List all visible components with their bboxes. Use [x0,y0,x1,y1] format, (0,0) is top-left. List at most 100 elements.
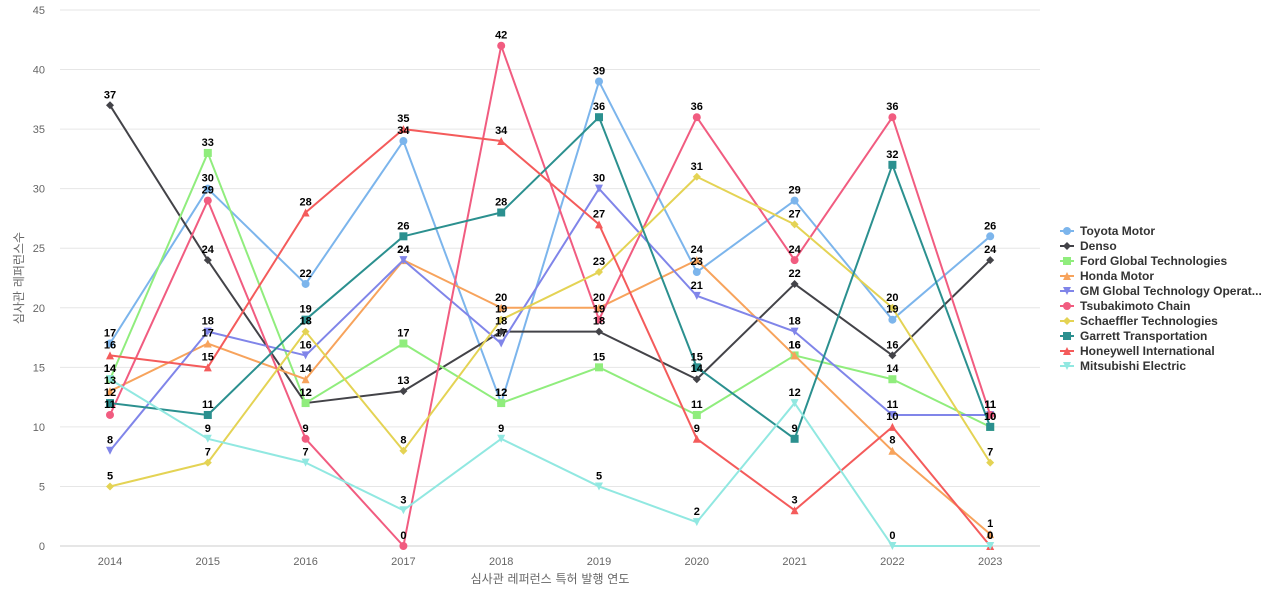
data-point[interactable] [692,256,701,265]
data-point[interactable] [790,506,799,515]
data-point[interactable] [497,41,506,50]
data-point[interactable] [399,506,408,515]
data-point[interactable] [399,125,408,134]
data-point[interactable] [595,220,603,229]
data-point[interactable] [106,399,114,408]
data-point[interactable] [203,339,212,348]
data-point[interactable] [497,339,506,348]
data-point[interactable] [399,232,408,241]
data-point[interactable] [497,434,506,443]
data-point[interactable] [301,279,310,288]
data-point[interactable] [203,327,212,336]
series-line-honeywell-international[interactable] [109,128,991,547]
data-point[interactable] [106,339,114,348]
data-point[interactable] [497,208,506,217]
data-point[interactable] [986,256,995,265]
data-point[interactable] [301,458,310,467]
data-point[interactable] [106,351,114,360]
data-point[interactable] [692,363,701,372]
data-point[interactable] [888,113,897,122]
data-point[interactable] [595,363,603,372]
data-point[interactable] [986,232,995,241]
data-point[interactable] [301,351,310,360]
series-line-garrett-transportation[interactable] [109,116,992,440]
legend-item[interactable]: Mitsubishi Electric [1060,359,1186,373]
data-point[interactable] [986,458,995,467]
data-point[interactable] [790,399,799,408]
data-point[interactable] [790,220,799,229]
data-point[interactable] [203,184,212,193]
data-point[interactable] [888,315,897,324]
data-point[interactable] [301,434,310,443]
data-point[interactable] [986,422,995,431]
data-point[interactable] [692,375,701,384]
data-point[interactable] [497,399,506,408]
legend-item[interactable]: Schaeffler Technologies [1060,314,1218,328]
legend-item[interactable]: Honda Motor [1060,269,1154,283]
data-point[interactable] [888,160,897,169]
data-point[interactable] [888,446,897,455]
legend-item[interactable]: Honeywell International [1060,344,1215,358]
data-point[interactable] [106,387,114,396]
data-point[interactable] [399,256,408,265]
series-line-gm-global-technology-operat[interactable] [109,187,991,452]
data-point[interactable] [106,375,114,384]
data-point[interactable] [595,268,603,277]
data-point[interactable] [203,256,212,265]
data-point[interactable] [497,303,506,312]
data-point[interactable] [301,208,310,217]
data-point[interactable] [203,458,212,467]
data-point[interactable] [203,148,212,157]
data-point[interactable] [595,327,603,336]
data-point[interactable] [106,482,114,491]
data-point[interactable] [986,530,995,539]
data-point[interactable] [203,196,212,205]
data-point[interactable] [692,291,701,300]
series-line-ford-global-technologies[interactable] [109,151,991,428]
data-point[interactable] [203,363,212,372]
data-point[interactable] [399,542,408,550]
data-point[interactable] [106,410,114,419]
data-point[interactable] [888,303,897,312]
legend-item[interactable]: Garrett Transportation [1060,329,1207,343]
data-point[interactable] [790,351,799,360]
data-point[interactable] [595,303,603,312]
data-point[interactable] [497,327,506,336]
data-point[interactable] [888,351,897,360]
data-point[interactable] [692,172,701,181]
data-point[interactable] [301,399,310,408]
data-point[interactable] [301,327,310,336]
data-point[interactable] [790,256,799,265]
data-point[interactable] [888,410,897,419]
data-point[interactable] [790,327,799,336]
data-point[interactable] [692,518,701,527]
data-point[interactable] [595,482,603,491]
series-line-mitsubishi-electric[interactable] [109,378,991,547]
data-point[interactable] [399,137,408,146]
data-point[interactable] [399,446,408,455]
data-point[interactable] [595,315,603,324]
data-point[interactable] [888,422,897,431]
data-point[interactable] [790,196,799,205]
data-point[interactable] [888,375,897,384]
legend-item[interactable]: Toyota Motor [1060,224,1155,238]
series-line-schaeffler-technologies[interactable] [109,175,992,488]
series-line-toyota-motor[interactable] [109,80,991,405]
data-point[interactable] [986,542,995,550]
data-point[interactable] [595,113,603,122]
data-point[interactable] [497,137,506,146]
data-point[interactable] [790,434,799,443]
data-point[interactable] [203,434,212,443]
legend-item[interactable]: Denso [1060,239,1117,253]
data-point[interactable] [790,279,799,288]
data-point[interactable] [106,446,114,455]
data-point[interactable] [692,434,701,443]
data-point[interactable] [203,410,212,419]
data-point[interactable] [888,542,897,550]
data-point[interactable] [497,315,506,324]
legend-item[interactable]: GM Global Technology Operat... [1060,284,1262,298]
series-line-denso[interactable] [109,104,991,405]
data-point[interactable] [986,410,995,419]
data-point[interactable] [301,375,310,384]
legend-item[interactable]: Ford Global Technologies [1060,254,1227,268]
